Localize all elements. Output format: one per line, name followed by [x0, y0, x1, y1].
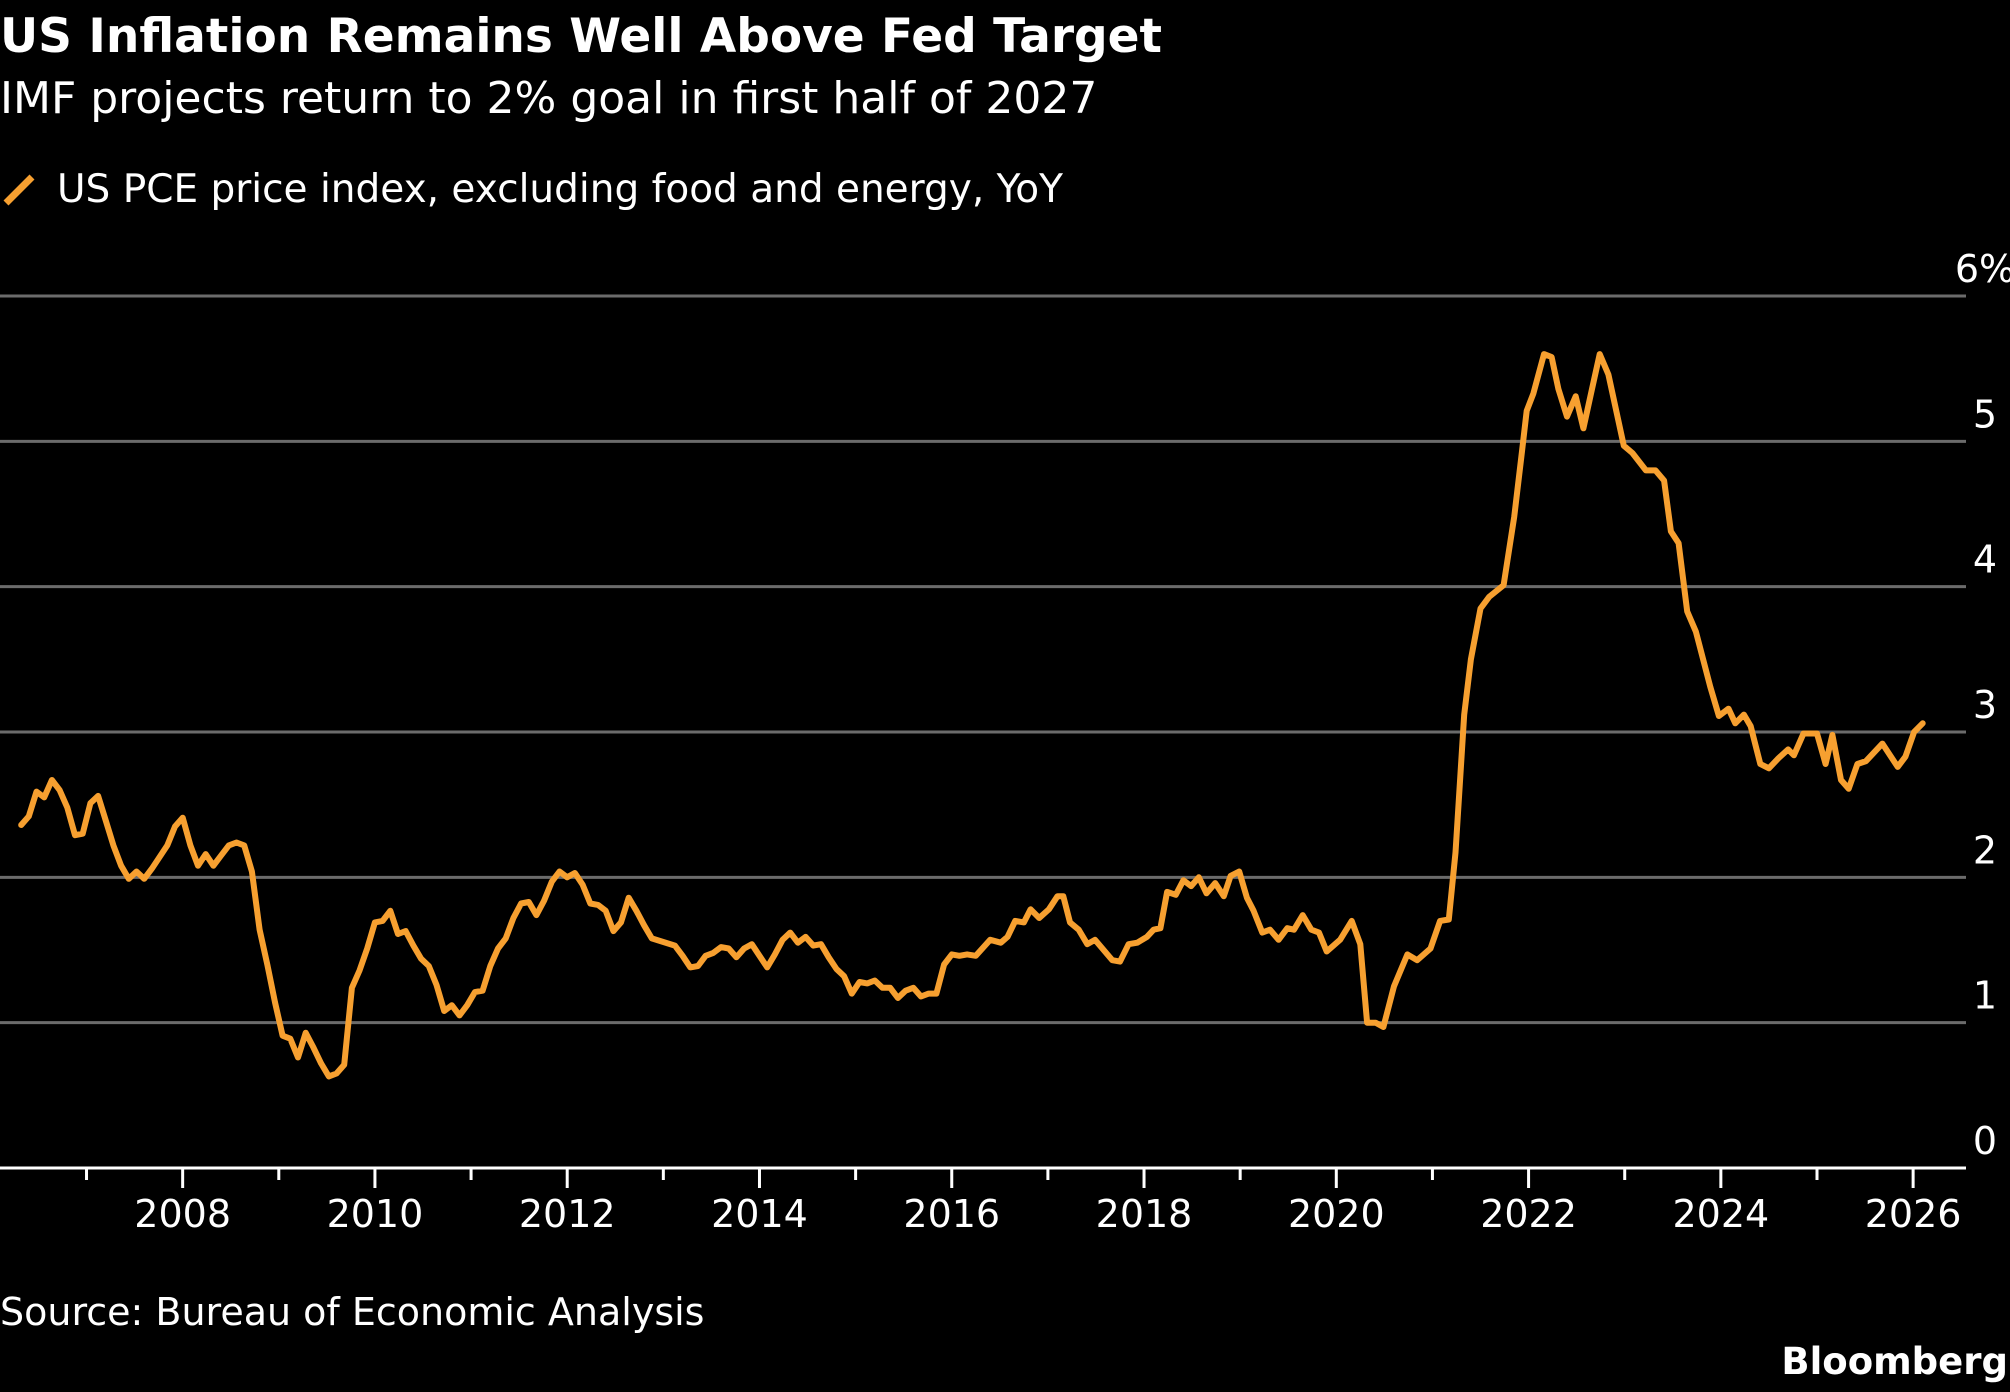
- y-tick-label: 0: [1973, 1119, 1997, 1163]
- x-tick-label: 2024: [1672, 1192, 1769, 1236]
- y-tick-label: 4: [1973, 538, 1997, 582]
- bloomberg-logo: Bloomberg: [1781, 1340, 2008, 1383]
- legend-label: US PCE price index, excluding food and e…: [57, 167, 1063, 212]
- source-note: Source: Bureau of Economic Analysis: [0, 1290, 704, 1334]
- chart-subtitle: IMF projects return to 2% goal in first …: [0, 73, 1097, 124]
- y-tick-label: 6%: [1955, 247, 2010, 291]
- y-axis: 0 1 2 3 4 5 6%: [1955, 247, 2010, 1163]
- y-tick-label: 3: [1973, 683, 1997, 727]
- x-tick-label: 2014: [711, 1192, 808, 1236]
- legend-swatch-icon: [3, 174, 35, 206]
- x-axis: 2008 2010 2012 2014 2016 2018 2020 2022 2024 2026: [0, 1166, 1966, 1236]
- x-tick-label: 2010: [327, 1192, 424, 1236]
- x-tick-label: 2018: [1096, 1192, 1193, 1236]
- x-tick-label: 2008: [134, 1192, 231, 1236]
- legend: US PCE price index, excluding food and e…: [3, 167, 1063, 212]
- y-tick-label: 5: [1973, 392, 1997, 436]
- x-tick-label: 2016: [903, 1192, 1000, 1236]
- y-tick-label: 1: [1973, 974, 1997, 1018]
- chart-title: US Inflation Remains Well Above Fed Targ…: [0, 9, 1162, 64]
- x-tick-label: 2022: [1480, 1192, 1577, 1236]
- y-tick-label: 2: [1973, 828, 1997, 872]
- series-layer: [18, 351, 1926, 1080]
- x-tick-label: 2026: [1865, 1192, 1962, 1236]
- gridlines: [0, 294, 1966, 1025]
- series-line: [18, 351, 1926, 1080]
- x-tick-label: 2012: [519, 1192, 616, 1236]
- x-tick-label: 2020: [1288, 1192, 1385, 1236]
